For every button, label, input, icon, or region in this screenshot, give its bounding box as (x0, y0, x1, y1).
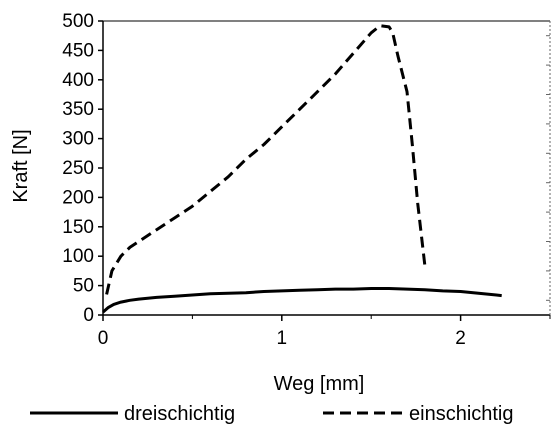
x-axis-title: Weg [mm] (274, 373, 365, 395)
legend-label-einschichtig: einschichtig (409, 403, 514, 425)
y-tick-label: 50 (73, 276, 94, 297)
x-tick-label: 0 (98, 328, 109, 349)
y-tick-label: 250 (62, 158, 94, 179)
y-tick-label: 350 (62, 99, 94, 120)
series-line-einschichtig (105, 24, 427, 295)
legend: dreischichtig einschichtig (30, 403, 514, 425)
legend-label-dreischichtig: dreischichtig (124, 403, 235, 425)
x-tick-label: 1 (277, 328, 288, 349)
y-axis-title: Kraft [N] (10, 129, 32, 202)
y-axis: 0 50 100 150 200 250 300 350 400 450 500 (62, 11, 550, 326)
y-tick-label: 150 (62, 217, 94, 238)
plot-frame (102, 20, 551, 316)
y-tick-label: 200 (62, 187, 94, 208)
series-line-dreischichtig (102, 287, 502, 314)
y-tick-label: 450 (62, 40, 94, 61)
y-tick-label: 300 (62, 129, 94, 150)
y-tick-label: 100 (62, 246, 94, 267)
x-axis: 0 1 2 (98, 315, 551, 349)
y-tick-label: 0 (83, 305, 94, 326)
x-tick-label: 2 (455, 328, 466, 349)
y-tick-label: 500 (62, 11, 94, 32)
series-lines (102, 24, 502, 314)
y-tick-label: 400 (62, 70, 94, 91)
